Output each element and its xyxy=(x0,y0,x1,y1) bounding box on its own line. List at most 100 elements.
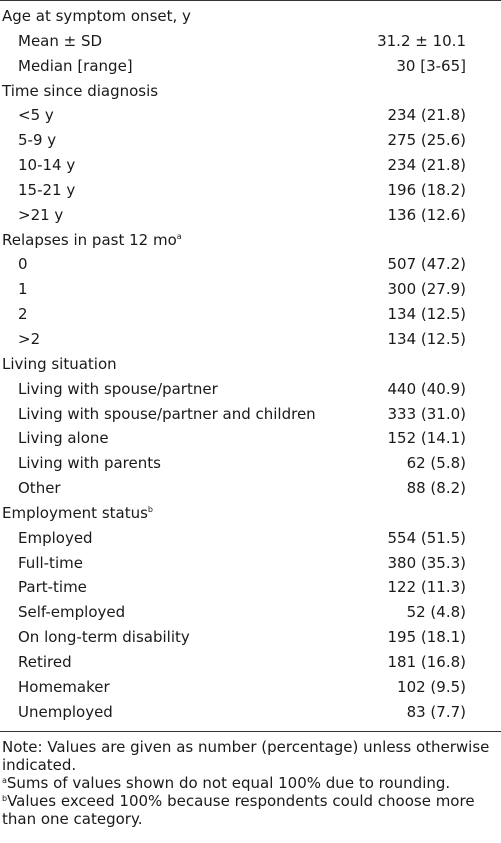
row-label: 0 xyxy=(18,252,28,277)
row-value: 134 (12.5) xyxy=(387,329,466,348)
row-label: Retired xyxy=(18,650,72,675)
table-section-header: Time since diagnosis xyxy=(0,79,501,104)
row-label-text: Living with spouse/partner and children xyxy=(18,404,316,423)
row-label-text: Employment status xyxy=(2,503,148,522)
row-label-text: Retired xyxy=(18,652,72,671)
row-label-text: 1 xyxy=(18,280,28,299)
row-label-text: Living alone xyxy=(18,429,109,448)
row-label-text: <5 y xyxy=(18,106,54,125)
row-label: Time since diagnosis xyxy=(2,79,158,104)
row-label-text: 5-9 y xyxy=(18,131,57,150)
row-label-text: 15-21 y xyxy=(18,180,76,199)
footnote-a-text: Sums of values shown do not equal 100% d… xyxy=(6,774,451,792)
row-value: 31.2 ± 10.1 xyxy=(377,31,466,50)
row-label-text: Homemaker xyxy=(18,677,110,696)
footnote-a-marker: a xyxy=(2,776,7,785)
row-value: 88 (8.2) xyxy=(406,479,466,498)
row-value: 102 (9.5) xyxy=(397,677,466,696)
row-label: Living situation xyxy=(2,352,117,377)
row-label: >2 xyxy=(18,327,40,352)
bottom-rule xyxy=(0,731,501,732)
row-label-text: Self-employed xyxy=(18,603,126,622)
table-row: 2 134 (12.5) xyxy=(0,302,501,327)
row-value: 380 (35.3) xyxy=(387,553,466,572)
row-label: >21 y xyxy=(18,203,63,228)
row-value: 152 (14.1) xyxy=(387,429,466,448)
row-label: 1 xyxy=(18,277,28,302)
row-label: Relapses in past 12 moa xyxy=(2,228,182,253)
row-value: 181 (16.8) xyxy=(387,652,466,671)
row-label: Unemployed xyxy=(18,700,113,725)
row-label-text: Time since diagnosis xyxy=(2,81,159,100)
row-label-text: >2 xyxy=(18,329,41,348)
table-section-header: Age at symptom onset, y xyxy=(0,4,501,29)
table-row: Homemaker 102 (9.5) xyxy=(0,675,501,700)
row-label: Age at symptom onset, y xyxy=(2,4,191,29)
table-section-header: Relapses in past 12 moa xyxy=(0,228,501,253)
row-value: 440 (40.9) xyxy=(387,379,466,398)
table-row: Other 88 (8.2) xyxy=(0,476,501,501)
table-row: Median [range] 30 [3-65] xyxy=(0,54,501,79)
table-row: Mean ± SD 31.2 ± 10.1 xyxy=(0,29,501,54)
row-value: 300 (27.9) xyxy=(387,280,466,299)
row-label-text: Unemployed xyxy=(18,702,113,721)
row-label: Living alone xyxy=(18,426,109,451)
row-label: Living with spouse/partner and children xyxy=(18,402,316,427)
row-label: 10-14 y xyxy=(18,153,75,178)
row-label: 15-21 y xyxy=(18,178,75,203)
row-label: Living with spouse/partner xyxy=(18,377,218,402)
row-label-text: 2 xyxy=(18,305,28,324)
footnote-b: bValues exceed 100% because respondents … xyxy=(2,792,499,828)
row-value: 134 (12.5) xyxy=(387,305,466,324)
table-row: Employed 554 (51.5) xyxy=(0,526,501,551)
table-row: 1 300 (27.9) xyxy=(0,277,501,302)
row-value: 275 (25.6) xyxy=(387,131,466,150)
row-label: Living with parents xyxy=(18,451,161,476)
row-label: Mean ± SD xyxy=(18,29,102,54)
row-label: Part-time xyxy=(18,575,87,600)
top-rule xyxy=(0,0,501,1)
table-row: Living with parents 62 (5.8) xyxy=(0,451,501,476)
table-notes: Note: Values are given as number (percen… xyxy=(2,738,499,828)
table-row: Self-employed 52 (4.8) xyxy=(0,600,501,625)
row-label-text: Full-time xyxy=(18,553,83,572)
row-label: On long-term disability xyxy=(18,625,190,650)
table-row: >21 y 136 (12.6) xyxy=(0,203,501,228)
table-row: 0 507 (47.2) xyxy=(0,252,501,277)
row-value: 136 (12.6) xyxy=(387,205,466,224)
row-value: 554 (51.5) xyxy=(387,528,466,547)
row-label-text: Age at symptom onset, y xyxy=(2,7,191,25)
table-row: On long-term disability 195 (18.1) xyxy=(0,625,501,650)
row-label-text: Living with parents xyxy=(18,454,161,473)
row-label: Median [range] xyxy=(18,54,133,79)
row-label-text: Median [range] xyxy=(18,56,133,75)
row-label: <5 y xyxy=(18,103,54,128)
row-value: 62 (5.8) xyxy=(406,454,466,473)
row-label: Other xyxy=(18,476,61,501)
table-section-header: Employment statusb xyxy=(0,501,501,526)
table-body: Age at symptom onset, y Mean ± SD 31.2 ± 1… xyxy=(0,4,501,724)
table-row: Full-time 380 (35.3) xyxy=(0,551,501,576)
table-section-header: Living situation xyxy=(0,352,501,377)
table-row: Part-time 122 (11.3) xyxy=(0,575,501,600)
table-row: 15-21 y 196 (18.2) xyxy=(0,178,501,203)
footnote-marker: a xyxy=(176,231,182,241)
row-label-text: Part-time xyxy=(18,578,87,597)
table-row: Unemployed 83 (7.7) xyxy=(0,700,501,725)
row-value: 122 (11.3) xyxy=(387,578,466,597)
row-label: Homemaker xyxy=(18,675,110,700)
row-value: 30 [3-65] xyxy=(396,56,466,75)
table-row: >2 134 (12.5) xyxy=(0,327,501,352)
row-value: 333 (31.0) xyxy=(387,404,466,423)
row-label: Self-employed xyxy=(18,600,125,625)
footnote-marker: b xyxy=(147,504,153,514)
row-label: 2 xyxy=(18,302,28,327)
row-label: Full-time xyxy=(18,551,83,576)
table-row: Living alone 152 (14.1) xyxy=(0,426,501,451)
table-row: Retired 181 (16.8) xyxy=(0,650,501,675)
row-label-text: 10-14 y xyxy=(18,156,76,175)
footnote-b-marker: b xyxy=(2,794,8,803)
footnote-a: aSums of values shown do not equal 100% … xyxy=(2,774,499,792)
row-label-text: Mean ± SD xyxy=(18,31,103,50)
